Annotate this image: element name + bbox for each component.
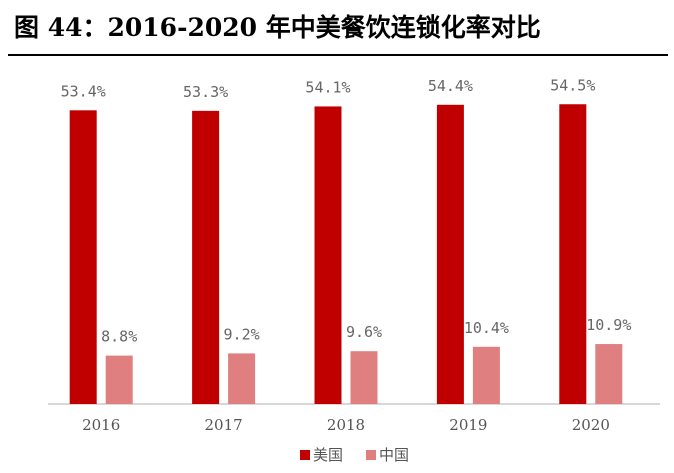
bar-us-2017: [192, 110, 220, 404]
x-tick-label-2020: 2020: [572, 416, 610, 434]
x-tick-label-2018: 2018: [327, 416, 365, 434]
data-label-cn-2020: 10.9%: [586, 316, 631, 334]
bar-cn-2016: [105, 355, 133, 404]
bar-cn-2020: [595, 344, 623, 404]
bar-us-2019: [436, 104, 464, 405]
title-rule: [8, 54, 668, 56]
data-label-us-2016: 53.4%: [61, 82, 106, 100]
data-label-cn-2019: 10.4%: [464, 319, 509, 337]
legend-label-us: 美国: [313, 446, 343, 464]
data-label-us-2018: 54.1%: [305, 78, 350, 96]
bar-us-2018: [314, 106, 342, 404]
legend-swatch-us: [300, 450, 310, 460]
data-label-us-2017: 53.3%: [183, 83, 228, 101]
legend-label-cn: 中国: [379, 446, 409, 464]
chart-title: 图 44：2016-2020 年中美餐饮连锁化率对比: [14, 13, 541, 42]
bar-cn-2018: [350, 351, 378, 404]
data-label-cn-2016: 8.8%: [101, 328, 137, 346]
data-label-us-2020: 54.5%: [550, 76, 595, 94]
x-tick-label-2019: 2019: [449, 416, 487, 434]
bar-us-2020: [559, 104, 587, 404]
x-tick-label-2016: 2016: [82, 416, 120, 434]
data-label-cn-2018: 9.6%: [346, 323, 382, 341]
bar-us-2016: [69, 110, 97, 405]
x-tick-label-2017: 2017: [205, 416, 243, 434]
data-label-us-2019: 54.4%: [428, 77, 473, 95]
bar-cn-2017: [228, 353, 256, 404]
bar-cn-2019: [472, 346, 500, 404]
data-label-cn-2017: 9.2%: [224, 325, 260, 343]
legend-swatch-cn: [366, 450, 376, 460]
